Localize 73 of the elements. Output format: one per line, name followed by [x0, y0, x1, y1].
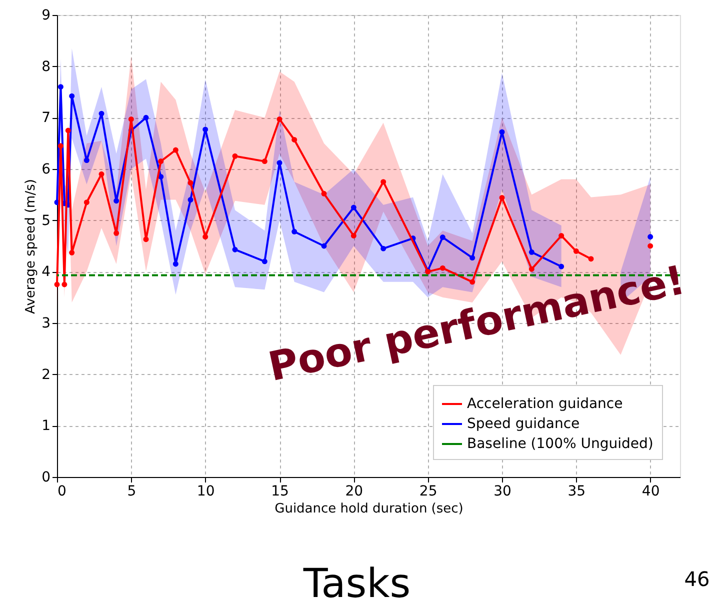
point — [276, 160, 282, 166]
legend-label: Speed guidance — [467, 416, 580, 432]
point — [380, 246, 386, 252]
point — [58, 84, 64, 90]
point — [65, 128, 71, 134]
point — [350, 204, 356, 210]
y-tick-label: 7 — [42, 110, 50, 126]
point — [58, 143, 64, 149]
point — [276, 116, 282, 122]
y-tick-label: 2 — [42, 366, 50, 383]
point — [62, 282, 68, 288]
y-tick-label: 0 — [42, 470, 50, 486]
point — [262, 258, 268, 264]
y-tick-label: 8 — [42, 58, 50, 75]
point — [588, 256, 594, 262]
point — [262, 158, 268, 164]
point — [499, 195, 505, 200]
y-axis-title: Average speed (m/s) — [24, 179, 39, 314]
point — [98, 171, 104, 177]
y-tick-label: 4 — [42, 264, 51, 280]
x-tick-label: 0 — [58, 484, 66, 500]
point — [470, 255, 476, 261]
point — [202, 234, 208, 240]
point — [232, 246, 238, 252]
y-tick-label: 5 — [42, 212, 50, 229]
y-tick-label: 1 — [42, 418, 50, 434]
point — [292, 228, 298, 234]
point — [143, 114, 149, 120]
point — [499, 129, 505, 135]
text: 46 — [684, 567, 710, 591]
x-tick-label: 20 — [345, 484, 364, 500]
point — [380, 179, 386, 185]
text: Tasks — [302, 561, 411, 606]
point — [114, 198, 120, 204]
point — [172, 147, 178, 153]
point — [528, 249, 534, 255]
x-tick-label: 30 — [494, 484, 512, 500]
x-tick-label: 35 — [568, 484, 586, 500]
point — [54, 282, 60, 288]
x-tick-label: 15 — [271, 484, 289, 500]
y-tick-label: 9 — [42, 8, 50, 24]
point — [69, 93, 75, 99]
x-tick-label: 25 — [419, 484, 438, 500]
point — [292, 137, 298, 142]
point — [321, 243, 327, 249]
x-axis-title: Guidance hold duration (sec) — [274, 502, 464, 516]
point — [558, 233, 564, 238]
point — [128, 116, 134, 122]
point — [98, 110, 104, 116]
y-tick-label: 3 — [42, 316, 50, 332]
x-tick-label: 40 — [642, 484, 660, 500]
point — [188, 180, 194, 186]
point — [158, 158, 164, 164]
x-tick-label: 10 — [196, 484, 215, 500]
point — [202, 126, 208, 132]
point — [84, 158, 90, 164]
point — [114, 230, 120, 236]
legend-label: Baseline (100% Unguided) — [467, 436, 654, 452]
point — [69, 250, 75, 256]
point — [648, 243, 654, 249]
point — [232, 153, 238, 159]
point — [350, 233, 356, 238]
point — [573, 248, 579, 254]
x-tick-label: 5 — [127, 484, 136, 500]
point — [648, 234, 654, 240]
point — [188, 197, 194, 203]
point — [172, 261, 178, 267]
point — [321, 190, 327, 196]
y-tick-label: 6 — [42, 162, 51, 178]
point — [440, 234, 446, 240]
point — [84, 200, 90, 206]
point — [143, 236, 149, 242]
legend-label: Acceleration guidance — [467, 396, 623, 412]
